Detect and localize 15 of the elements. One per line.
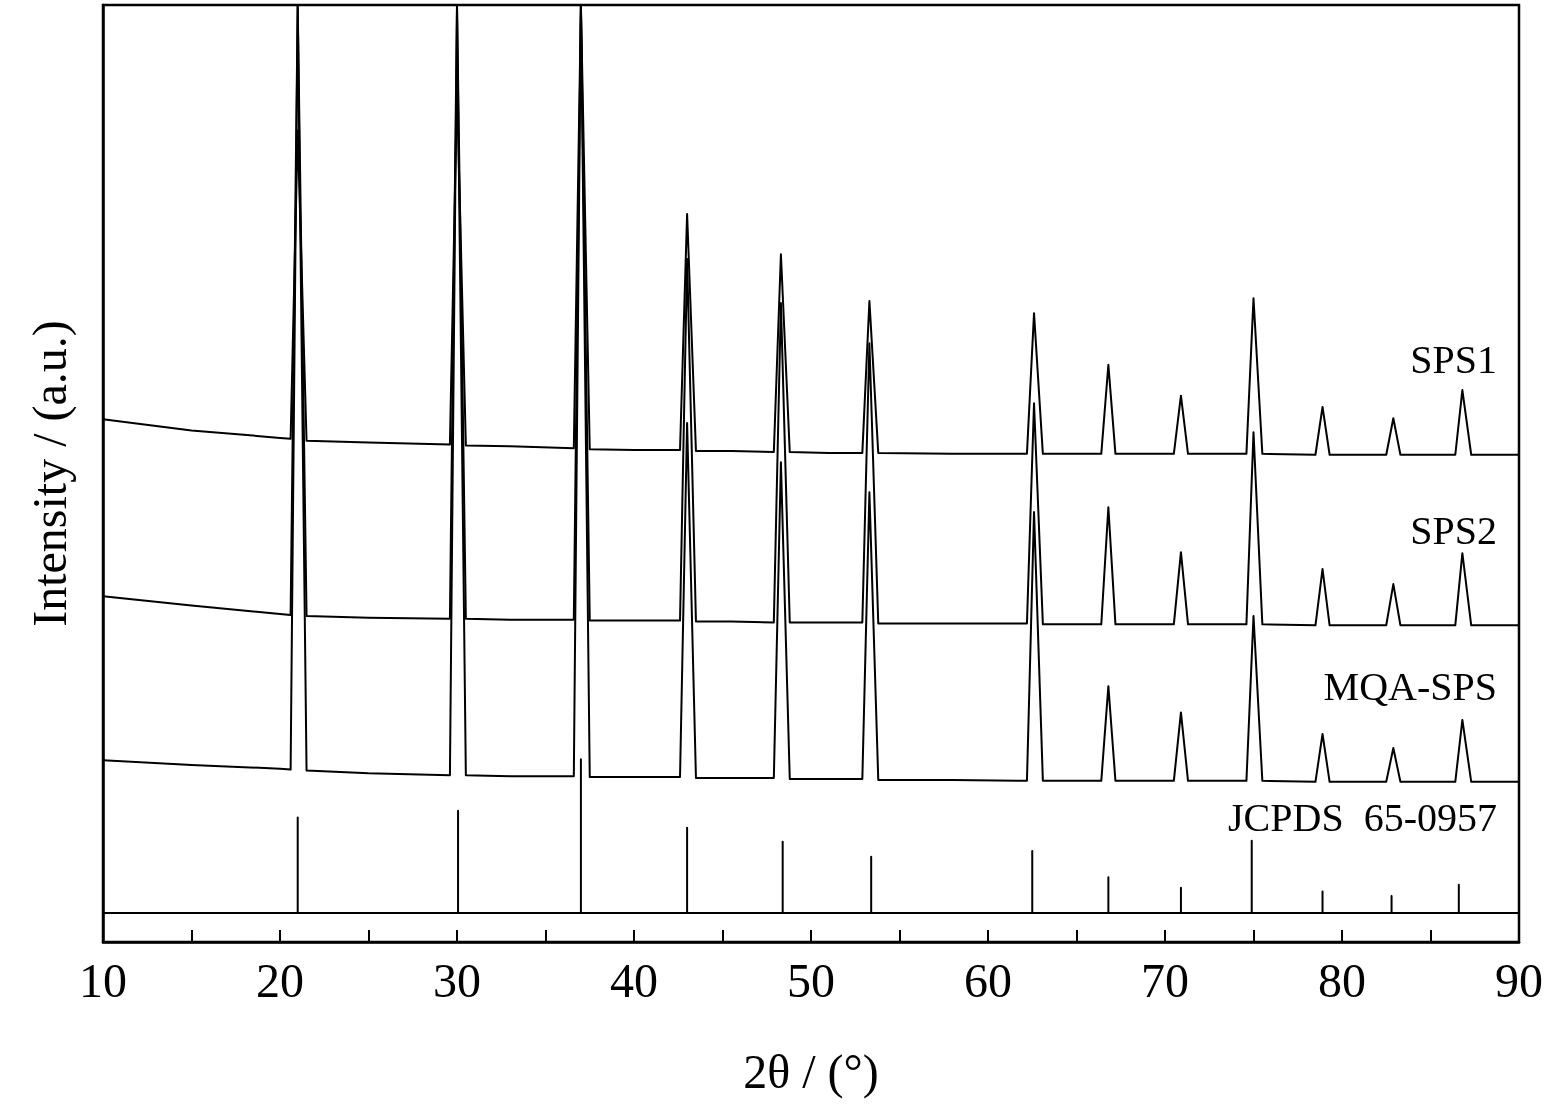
series-label: SPS2 — [1410, 507, 1497, 553]
y-axis-title: Intensity / (a.u.) — [22, 320, 77, 627]
x-tick-label: 80 — [1318, 953, 1366, 1007]
x-tick-label: 10 — [79, 953, 127, 1007]
x-axis-title: 2θ / (°) — [743, 1044, 879, 1099]
x-tick-label: 60 — [964, 953, 1012, 1007]
x-tick-label: 50 — [787, 953, 835, 1007]
x-tick-label: 30 — [433, 953, 481, 1007]
x-tick-label: 70 — [1141, 953, 1189, 1007]
x-tick-label: 90 — [1495, 953, 1543, 1007]
series-label: SPS1 — [1410, 337, 1497, 383]
x-tick-label: 20 — [256, 953, 304, 1007]
series-label: MQA-SPS — [1323, 664, 1497, 710]
series-label: JCPDS 65-0957 — [1228, 795, 1497, 841]
x-tick-label: 40 — [610, 953, 658, 1007]
